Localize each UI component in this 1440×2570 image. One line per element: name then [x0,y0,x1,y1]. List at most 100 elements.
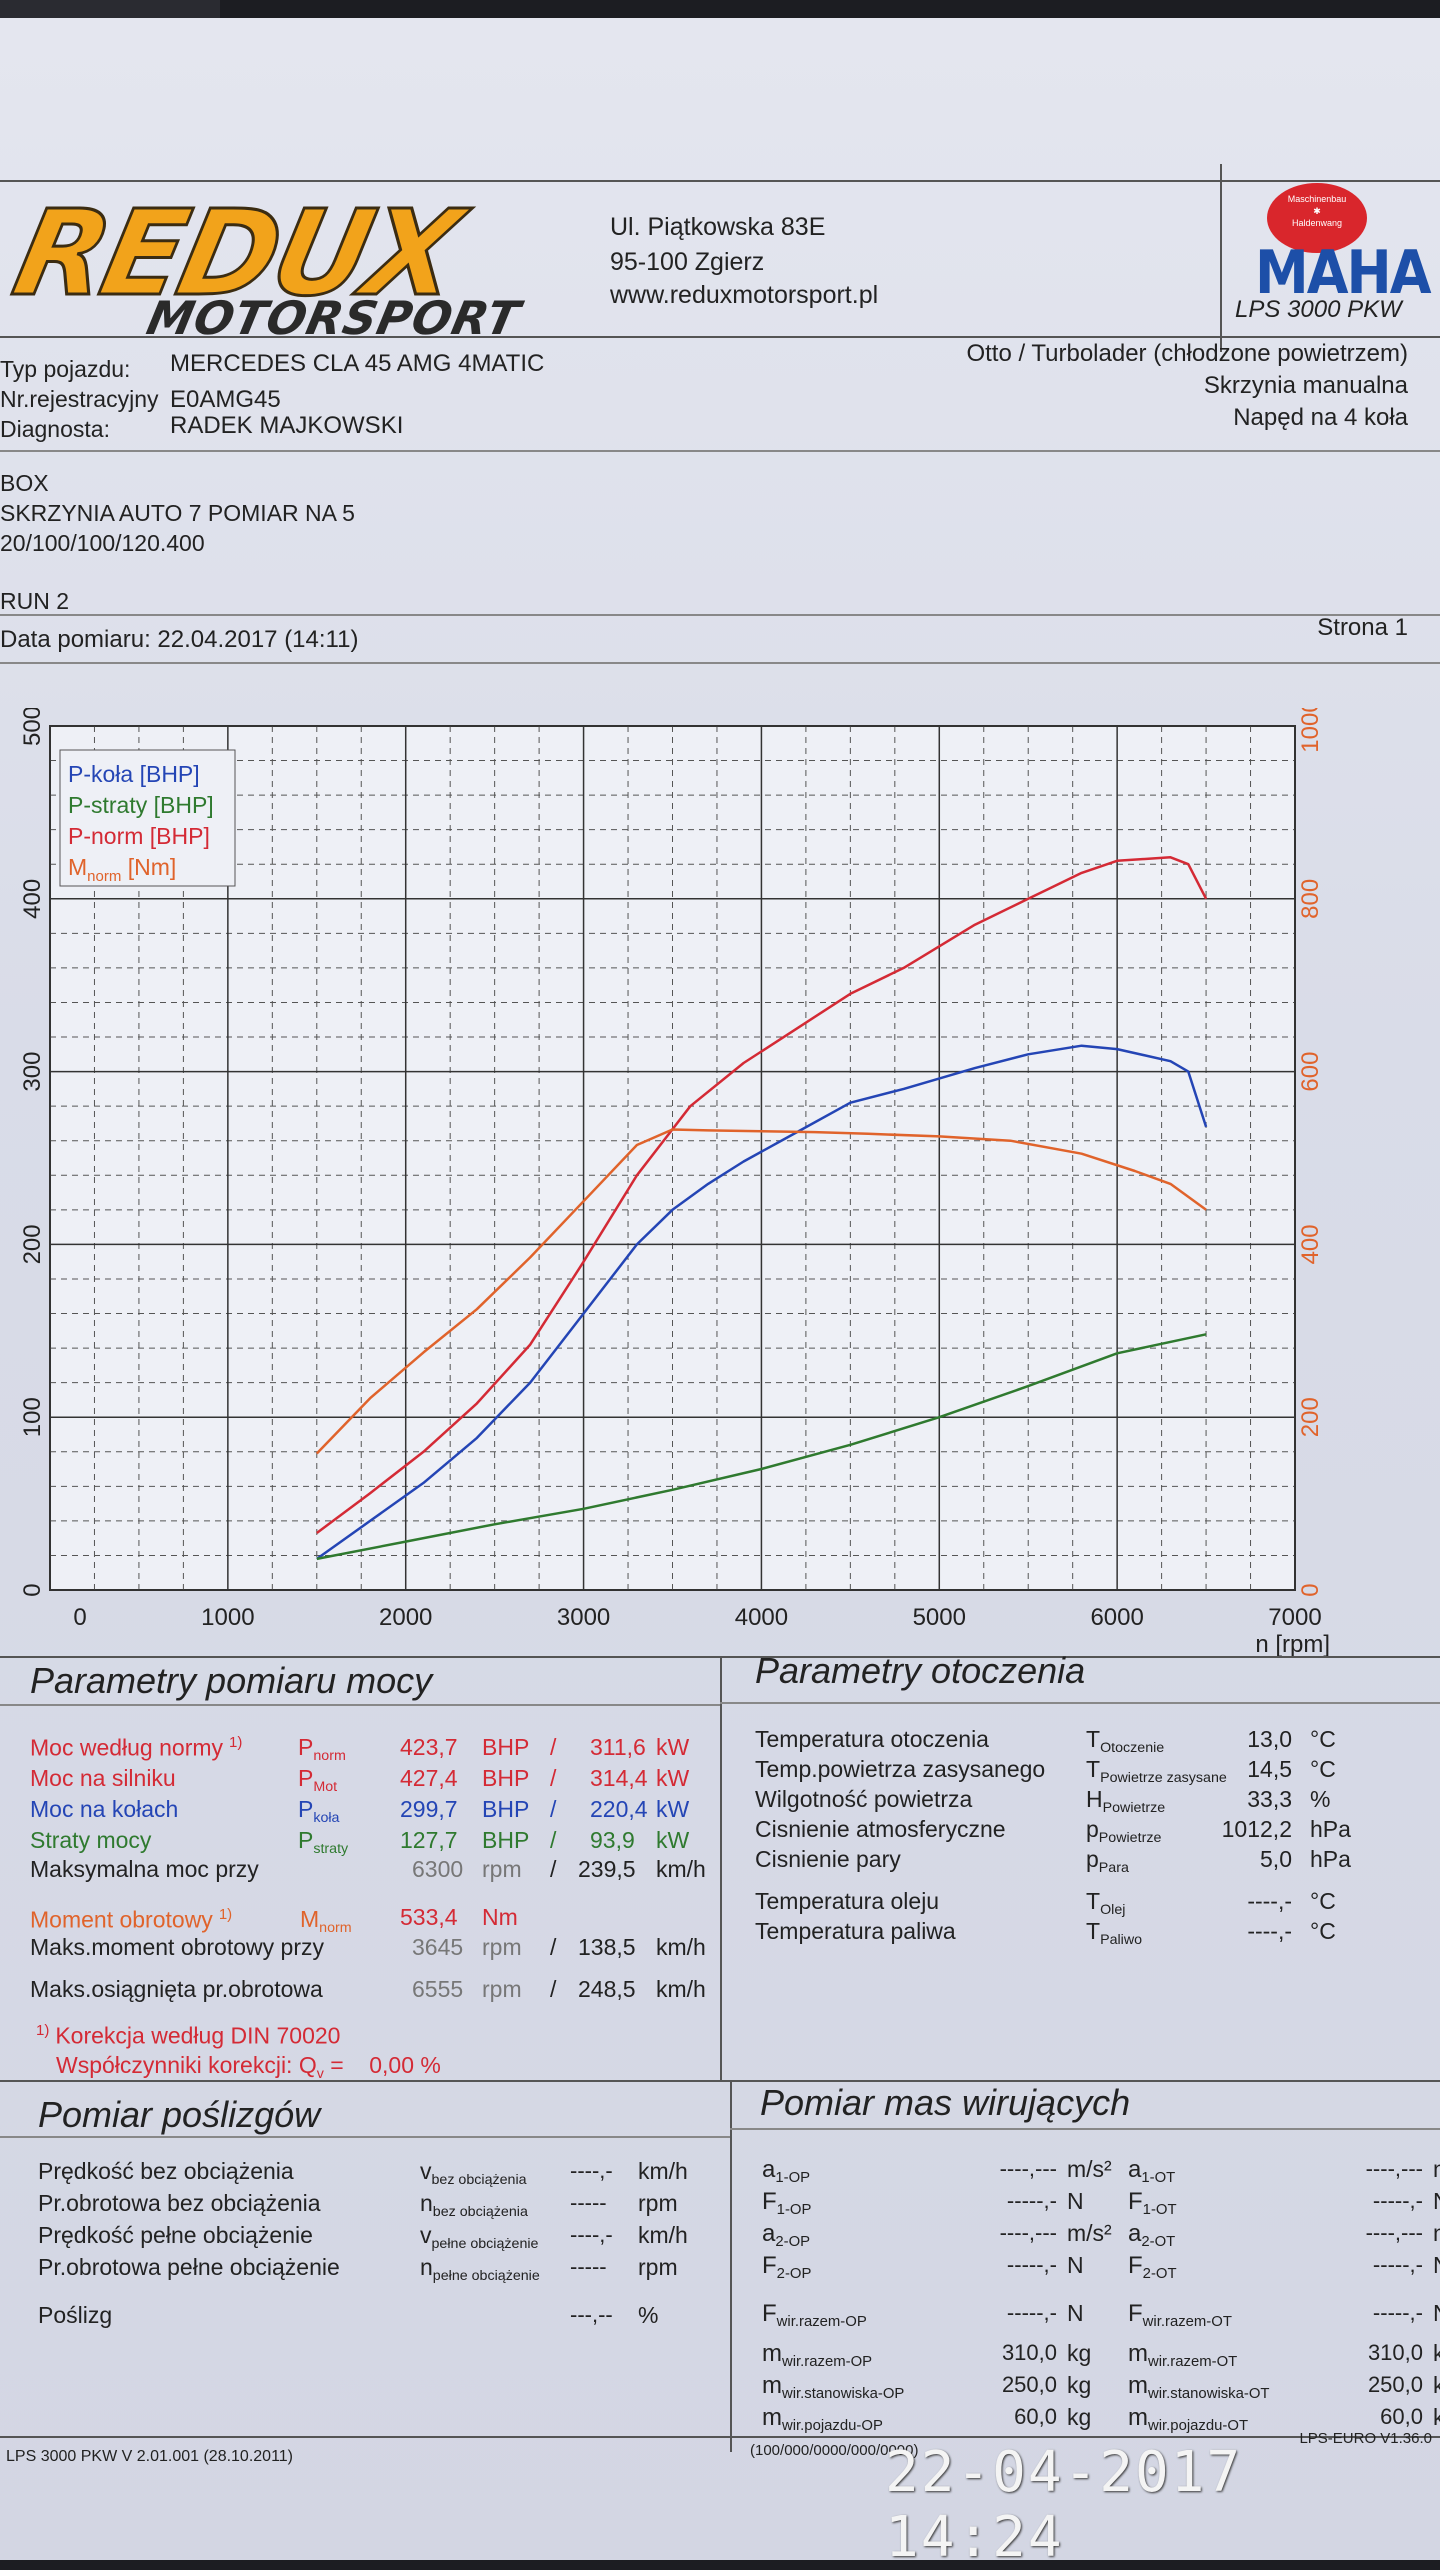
drive-type: Napęd na 4 koła [1233,404,1408,431]
ambient-row-label: Cisnienie atmosferyczne [755,1816,1006,1842]
mass-op-symbol-sub: 2-OP [775,2234,811,2251]
ambient-row-unit: hPa [1310,1816,1351,1842]
mass-ot-symbol-sub: 2-OT [1142,2266,1177,2283]
mass-ot-unit: N [1433,2252,1440,2279]
mass-ot-symbol: Fwir.razem-OT [1128,2300,1232,2330]
vehicle-type-value: MERCEDES CLA 45 AMG 4MATIC [170,350,545,377]
legend-label: P-norm [BHP] [68,823,210,849]
mass-ot-value: 250,0 [1367,2372,1423,2397]
ambient-row-unit: °C [1310,1756,1336,1782]
mass-op-value: ----,--- [999,2220,1057,2245]
ambient-row-unit: % [1310,1786,1331,1812]
power-row-unit-kw: kW [656,1827,690,1853]
legend-unit: [Nm] [121,854,176,880]
legend-label: P-koła [BHP] [68,761,200,787]
registration-label: Nr.rejestracyjny [0,386,159,412]
ambient-row-symbol: pPowietrze [1086,1816,1161,1846]
masses-title-rule [730,2128,1440,2130]
masses-section-title: Pomiar mas wirujących [760,2082,1131,2123]
mass-ot-unit: N [1433,2188,1440,2215]
mass-ot-unit: N [1433,2300,1440,2327]
mass-op-value: 310,0 [1001,2340,1057,2365]
ambient-row-label: Temperatura oleju [755,1888,940,1914]
params-divider [720,1656,722,2080]
ambient-row-symbol: pPara [1086,1846,1129,1876]
correction-coefficient-sub: v [316,2065,324,2082]
ambient-row-value: 14,5 [1247,1756,1292,1782]
ambient-row-label: Wilgotność powietrza [755,1786,973,1812]
power-row-label: Straty mocy [30,1827,152,1853]
power-row-unit-bhp: BHP [482,1734,530,1760]
power-row-symbol-sub: koła [313,1809,340,1826]
slip-row-label: Pr.obrotowa bez obciążenia [38,2190,321,2216]
mass-op-value: ----,--- [999,2156,1057,2181]
power-row-symbol-main: P [298,1796,314,1822]
footer-euro-version: LPS-EURO V1.36.0 [1299,2430,1432,2447]
torque-value: 533,4 [400,1904,458,1930]
correction-coefficient-label: Współczynniki korekcji: Q [56,2052,317,2078]
slip-divider [730,2080,732,2452]
slip-section-title: Pomiar poślizgów [38,2094,321,2135]
power-row-unit-kw: kW [656,1734,690,1760]
mass-ot-symbol-main: m [1128,2372,1148,2399]
power-row-unit-bhp: BHP [482,1827,530,1853]
ambient-row-value: 33,3 [1247,1786,1292,1812]
mass-ot-symbol: mwir.pojazdu-OT [1128,2404,1248,2434]
y-left-tick-label: 400 [19,879,46,919]
slip-row-unit: rpm [638,2190,678,2216]
mass-ot-symbol: mwir.stanowiska-OT [1128,2372,1270,2402]
max-power-speed-unit: km/h [656,1856,706,1882]
max-rpm-separator: / [550,1976,557,2002]
ambient-row-symbol: TOtoczenie [1086,1726,1164,1756]
ambient-row-symbol-main: T [1086,1726,1101,1752]
mass-ot-symbol-main: m [1128,2340,1148,2367]
ambient-row-symbol-sub: Olej [1100,1901,1126,1918]
x-tick-label: 0 [73,1604,86,1631]
ambient-row-symbol-main: T [1086,1756,1101,1782]
max-rpm-rpm-unit: rpm [482,1976,522,2002]
mass-ot-value: 60,0 [1380,2404,1423,2429]
maha-seal-icon: Maschinenbau ✱ Haldenwang [1267,183,1367,253]
mass-ot-symbol-main: F [1128,2300,1143,2327]
power-section-title: Parametry pomiaru mocy [30,1660,433,1701]
slip-row-unit: km/h [638,2158,688,2184]
x-tick-label: 1000 [201,1604,254,1631]
max-power-rpm: 6300 [412,1856,464,1882]
y-right-tick-label: 1000 [1297,708,1324,753]
note-line-1: BOX [0,470,49,496]
max-torque-speed-unit: km/h [656,1934,706,1960]
slip-top-rule [0,2080,1440,2082]
note-line-3: 20/100/100/120.400 [0,530,205,556]
slip-row-value: ----,- [570,2222,613,2247]
ambient-row-symbol-sub: Powietrze [1098,1829,1162,1846]
slip-row-value: ----,- [570,2158,613,2183]
power-row-symbol: Pnorm [298,1734,346,1764]
legend-item-1: P-straty [BHP] [68,792,214,818]
mass-ot-symbol: mwir.razem-OT [1128,2340,1237,2370]
ambient-row-unit: °C [1310,1726,1336,1752]
power-row-separator: / [550,1827,557,1853]
slip-row-symbol-sub: bez obciążenia [431,2171,527,2188]
ambient-row-label: Temp.powietrza zasysanego [755,1756,1046,1782]
slip-row-label: Poślizg [38,2302,113,2328]
mass-ot-value: 310,0 [1367,2340,1423,2365]
mass-ot-symbol: F2-OT [1128,2252,1177,2282]
ambient-row-label: Temperatura otoczenia [755,1726,989,1752]
correction-standard: 1) Korekcja według DIN 70020 [36,2022,340,2050]
power-row-value-bhp: 427,4 [400,1765,458,1791]
max-torque-rpm: 3645 [412,1934,464,1960]
website-link[interactable]: www.reduxmotorsport.pl [610,281,879,309]
max-rpm-rpm: 6555 [412,1976,464,2002]
ambient-row-unit: °C [1310,1888,1336,1914]
ambient-row-symbol-sub: Otoczenie [1100,1739,1165,1756]
ambient-row-unit: °C [1310,1918,1336,1944]
dyno-chart: 0 1000 2000 3000 4000 5000 6000 7000 0 100 200 300 4… [0,699,1360,1658]
ambient-row-value: 5,0 [1260,1846,1292,1872]
power-row-value-bhp: 299,7 [400,1796,458,1822]
slip-row-unit: % [638,2302,659,2328]
mass-op-symbol: mwir.stanowiska-OP [762,2372,904,2402]
y-left-tick-label: 300 [19,1052,46,1092]
software-version: LPS 3000 PKW V 2.01.001 (28.10.2011) [6,2448,294,2465]
slip-row-label: Pr.obrotowa pełne obciążenie [38,2254,340,2280]
gearbox-type: Skrzynia manualna [1203,372,1408,399]
